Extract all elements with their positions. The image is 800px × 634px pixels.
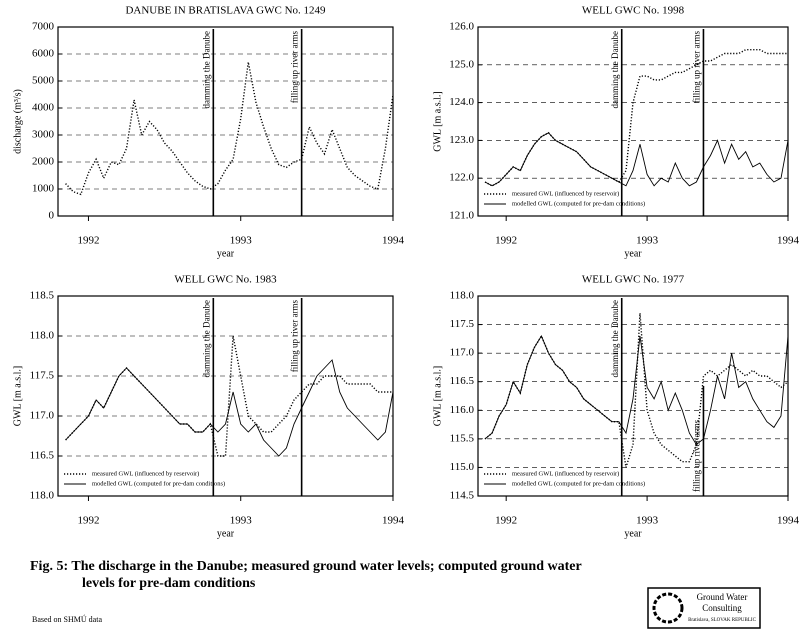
data-line (484, 335, 789, 446)
x-tick-label: 1993 (230, 515, 253, 527)
y-tick-label: 126.0 (449, 21, 474, 33)
data-line (484, 313, 789, 468)
y-tick-label: 116.5 (450, 375, 475, 387)
chart-title: WELL GWC No. 1983 (174, 274, 277, 286)
x-tick-label: 1992 (77, 235, 99, 247)
y-axis-label: GWL [m a.s.l.] (12, 366, 23, 426)
y-tick-label: 118.0 (450, 290, 475, 302)
logo-emblem (652, 592, 684, 624)
y-axis-label: discharge (m³/s) (12, 89, 23, 154)
legend-label: modelled GWL (computed for pre-dam condi… (512, 480, 645, 487)
y-tick-label: 117.5 (30, 370, 55, 382)
logo-text: Consulting (702, 603, 742, 613)
annotation: filling up river arms (692, 31, 702, 104)
x-tick-label: 1994 (777, 235, 800, 247)
x-tick-label: 1993 (230, 235, 253, 247)
logo-box (647, 587, 761, 629)
annotation: damming the Danube (610, 300, 620, 377)
data-line (484, 132, 789, 187)
x-tick-label: 1994 (777, 515, 800, 527)
x-tick-label: 1993 (636, 515, 659, 527)
x-tick-label: 1992 (77, 515, 99, 527)
legend-label: modelled GWL (computed for pre-dam condi… (512, 200, 645, 207)
annotation: filling up river arms (290, 31, 300, 104)
y-tick-label: 122.0 (449, 172, 474, 184)
legend-label: measured GWL (influenced by reservoir) (92, 470, 199, 477)
annotation: damming the Danube (610, 31, 620, 108)
chart-title: DANUBE IN BRATISLAVA GWC No. 1249 (125, 5, 326, 17)
y-tick-label: 116.0 (450, 404, 475, 416)
plot-frame (477, 26, 789, 217)
y-tick-label: 4000 (32, 102, 55, 114)
y-tick-label: 125.0 (449, 58, 474, 70)
y-tick-label: 3000 (32, 129, 55, 141)
chart-title: WELL GWC No. 1977 (582, 274, 685, 286)
y-tick-label: 117.5 (450, 318, 475, 330)
y-tick-label: 124.0 (449, 96, 474, 108)
y-tick-label: 0 (49, 210, 55, 222)
y-tick-label: 6000 (32, 48, 55, 60)
y-tick-label: 117.0 (30, 410, 55, 422)
data-line (65, 359, 394, 457)
y-axis-label: GWL [m a.s.l.] (432, 366, 443, 426)
source-note: Based on SHMÚ data (32, 615, 102, 624)
annotation: filling up river arms (290, 300, 300, 373)
annotation: filling up river arms (692, 419, 702, 492)
y-tick-label: 118.0 (30, 330, 55, 342)
data-line (65, 61, 394, 196)
y-tick-label: 115.5 (450, 432, 475, 444)
y-tick-label: 121.0 (449, 210, 474, 222)
plot-frame (57, 295, 394, 497)
y-tick-label: 1000 (32, 183, 55, 195)
x-tick-label: 1992 (495, 515, 517, 527)
legend-label: measured GWL (influenced by reservoir) (512, 190, 619, 197)
legend-label: modelled GWL (computed for pre-dam condi… (92, 480, 225, 487)
plot-frame (477, 295, 789, 497)
y-tick-label: 118.5 (30, 290, 55, 302)
annotation: damming the Danube (201, 300, 211, 377)
y-tick-label: 123.0 (449, 134, 474, 146)
x-axis-label: year (624, 248, 642, 259)
chart-title: WELL GWC No. 1998 (582, 5, 685, 17)
logo-text: Bratislava, SLOVAK REPUBLIC (688, 618, 756, 623)
caption: Fig. 5: The discharge in the Danube; mea… (30, 559, 582, 591)
y-tick-label: 117.0 (450, 347, 475, 359)
logo: Ground Water Consulting Bratislava, SLOV… (647, 587, 761, 629)
x-tick-label: 1993 (636, 235, 659, 247)
y-tick-label: 5000 (32, 75, 55, 87)
plot-frame (57, 26, 394, 217)
y-tick-label: 2000 (32, 156, 55, 168)
legend-label: measured GWL (influenced by reservoir) (512, 470, 619, 477)
y-tick-label: 116.5 (30, 450, 55, 462)
data-line (484, 49, 788, 187)
y-tick-label: 114.5 (450, 490, 475, 502)
y-tick-label: 118.0 (30, 490, 55, 502)
x-tick-label: 1994 (382, 235, 405, 247)
x-tick-label: 1994 (382, 515, 405, 527)
y-tick-label: 7000 (32, 21, 55, 33)
x-axis-label: year (217, 248, 235, 259)
logo-text: Ground Water (697, 592, 748, 602)
x-axis-label: year (624, 528, 642, 539)
y-tick-label: 115.0 (450, 461, 475, 473)
x-tick-label: 1992 (495, 235, 517, 247)
data-line (65, 335, 393, 457)
x-axis-label: year (217, 528, 235, 539)
annotation: damming the Danube (201, 31, 211, 108)
y-axis-label: GWL [m a.s.l.] (432, 91, 443, 151)
